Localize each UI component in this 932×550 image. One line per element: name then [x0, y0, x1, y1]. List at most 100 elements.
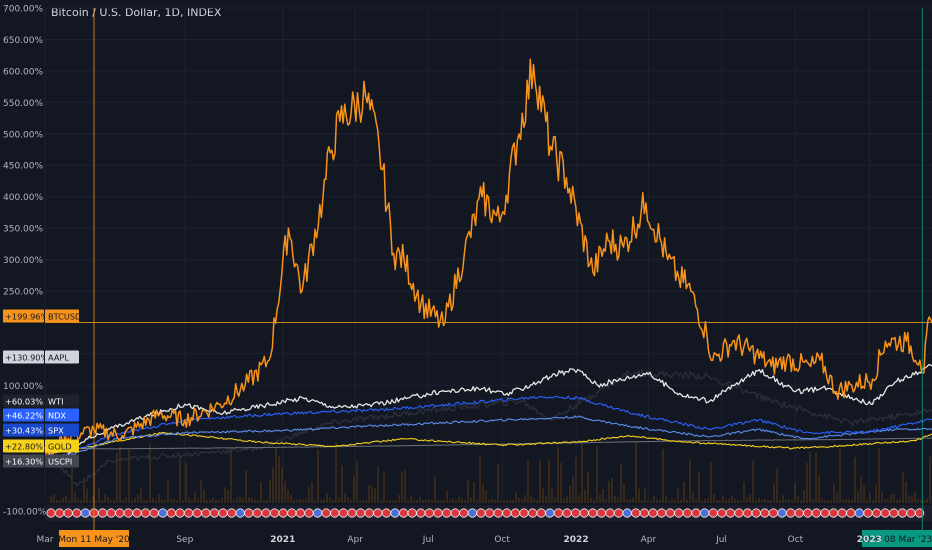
event-flag-icon[interactable] — [450, 508, 460, 518]
event-flag-icon[interactable] — [209, 508, 219, 518]
event-flag-icon[interactable] — [545, 508, 555, 518]
event-flag-icon[interactable] — [734, 508, 744, 518]
event-flag-icon[interactable] — [278, 508, 288, 518]
event-flag-icon[interactable] — [889, 508, 899, 518]
event-flag-icon[interactable] — [579, 508, 589, 518]
event-flag-icon[interactable] — [184, 508, 194, 518]
event-flag-icon[interactable] — [218, 508, 228, 518]
event-flag-icon[interactable] — [648, 508, 658, 518]
event-flag-icon[interactable] — [794, 508, 804, 518]
event-flag-icon[interactable] — [519, 508, 529, 518]
event-flag-icon[interactable] — [493, 508, 503, 518]
event-flag-icon[interactable] — [854, 508, 865, 518]
event-flag-icon[interactable] — [98, 508, 108, 518]
event-flag-icon[interactable] — [441, 508, 452, 518]
event-flag-icon[interactable] — [510, 508, 521, 518]
event-flag-icon[interactable] — [863, 508, 873, 518]
event-flag-icon[interactable] — [201, 508, 211, 518]
event-flag-icon[interactable] — [106, 508, 116, 518]
event-flag-icon[interactable] — [416, 508, 426, 518]
event-flag-icon[interactable] — [390, 508, 400, 518]
event-flag-icon[interactable] — [906, 508, 916, 518]
event-flag-icon[interactable] — [828, 508, 839, 518]
event-flag-icon[interactable] — [502, 508, 512, 518]
series-line-spx[interactable] — [44, 415, 932, 462]
event-flag-icon[interactable] — [338, 508, 348, 518]
event-flag-icon[interactable] — [355, 508, 366, 518]
event-flag-icon[interactable] — [46, 508, 56, 518]
event-flag-icon[interactable] — [536, 508, 546, 518]
event-flag-icon[interactable] — [674, 508, 684, 518]
event-flag-icon[interactable] — [467, 508, 477, 518]
event-flag-icon[interactable] — [880, 508, 890, 518]
event-flag-icon[interactable] — [699, 508, 710, 518]
event-flag-icon[interactable] — [553, 508, 564, 518]
event-flag-icon[interactable] — [175, 508, 185, 518]
event-flag-icon[interactable] — [476, 508, 486, 518]
series-line-aapl[interactable] — [44, 364, 932, 465]
event-flag-icon[interactable] — [459, 508, 469, 518]
event-flag-icon[interactable] — [837, 508, 847, 518]
event-flag-icon[interactable] — [373, 508, 383, 518]
event-flag-icon[interactable] — [398, 508, 409, 518]
event-flag-icon[interactable] — [252, 508, 262, 518]
event-flag-icon[interactable] — [235, 508, 245, 518]
event-flag-icon[interactable] — [54, 508, 65, 518]
event-flag-icon[interactable] — [141, 508, 151, 518]
event-flag-icon[interactable] — [665, 508, 675, 518]
event-flag-icon[interactable] — [742, 508, 753, 518]
event-flag-icon[interactable] — [751, 508, 761, 518]
event-flag-icon[interactable] — [330, 508, 340, 518]
event-flag-icon[interactable] — [768, 508, 779, 518]
event-flag-icon[interactable] — [149, 508, 159, 518]
event-flag-icon[interactable] — [484, 508, 495, 518]
event-flag-icon[interactable] — [562, 508, 572, 518]
event-flag-icon[interactable] — [80, 508, 91, 518]
event-flag-icon[interactable] — [433, 508, 443, 518]
event-flag-icon[interactable] — [227, 508, 237, 518]
event-flag-icon[interactable] — [811, 508, 822, 518]
event-flag-icon[interactable] — [570, 508, 581, 518]
event-flag-icon[interactable] — [63, 508, 73, 518]
event-flag-icon[interactable] — [269, 508, 280, 518]
event-flag-icon[interactable] — [785, 508, 796, 518]
event-flag-icon[interactable] — [613, 508, 624, 518]
event-flag-icon[interactable] — [304, 508, 314, 518]
event-flag-icon[interactable] — [381, 508, 391, 518]
event-flag-icon[interactable] — [914, 508, 925, 518]
event-flag-icon[interactable] — [312, 508, 323, 518]
event-flag-icon[interactable] — [803, 508, 813, 518]
event-flag-icon[interactable] — [424, 508, 434, 518]
event-flag-icon[interactable] — [760, 508, 770, 518]
event-flag-icon[interactable] — [72, 508, 82, 518]
event-flag-icon[interactable] — [364, 508, 374, 518]
event-flag-icon[interactable] — [691, 508, 701, 518]
event-flag-icon[interactable] — [192, 508, 202, 518]
event-flag-icon[interactable] — [244, 508, 254, 518]
event-flag-icon[interactable] — [295, 508, 305, 518]
series-line-wti[interactable] — [44, 369, 932, 487]
event-flag-icon[interactable] — [656, 508, 667, 518]
event-flag-icon[interactable] — [897, 508, 908, 518]
event-flag-icon[interactable] — [407, 508, 417, 518]
event-flag-icon[interactable] — [596, 508, 607, 518]
event-flag-icon[interactable] — [871, 508, 882, 518]
event-flag-icon[interactable] — [605, 508, 615, 518]
event-flag-icon[interactable] — [631, 508, 641, 518]
event-flag-icon[interactable] — [115, 508, 125, 518]
event-flag-icon[interactable] — [682, 508, 693, 518]
series-line-btcusd[interactable] — [44, 58, 932, 459]
event-flag-icon[interactable] — [717, 508, 727, 518]
event-flag-icon[interactable] — [166, 508, 176, 518]
event-flag-icon[interactable] — [527, 508, 538, 518]
event-flag-icon[interactable] — [622, 508, 632, 518]
event-flag-icon[interactable] — [347, 508, 357, 518]
event-flag-icon[interactable] — [639, 508, 650, 518]
event-flag-icon[interactable] — [846, 508, 856, 518]
event-flag-icon[interactable] — [158, 508, 168, 518]
event-flag-icon[interactable] — [287, 508, 297, 518]
event-flag-icon[interactable] — [261, 508, 271, 518]
series-line-uscpi[interactable] — [44, 437, 932, 450]
event-flag-icon[interactable] — [820, 508, 830, 518]
